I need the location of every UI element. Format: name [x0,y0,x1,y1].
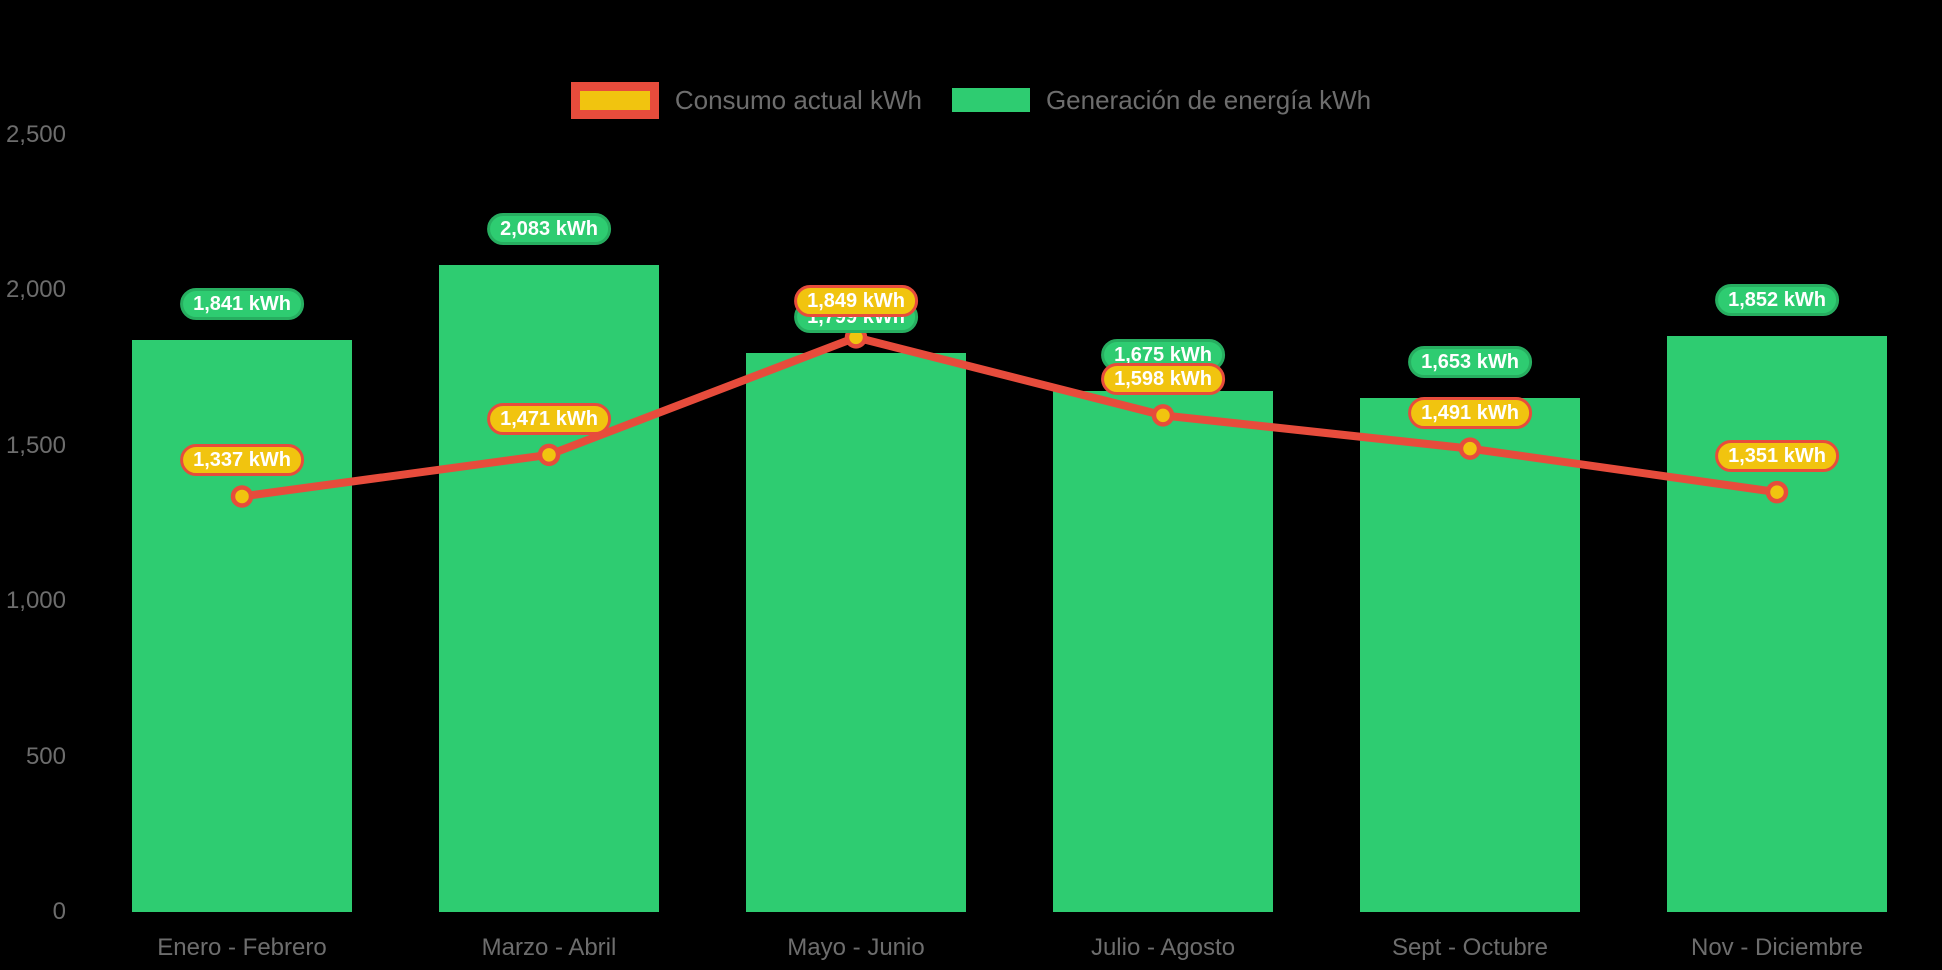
x-category-label: Marzo - Abril [481,934,617,961]
legend-label-consumo: Consumo actual kWh [674,84,922,115]
generation-bar[interactable] [1360,398,1580,912]
x-category-label: Nov - Diciembre [1690,934,1864,961]
x-category-label: Enero - Febrero [157,934,327,961]
x-category-label: Mayo - Junio [787,934,925,961]
generation-bar[interactable] [1053,391,1273,912]
y-tick-label: 1,000 [5,587,66,615]
consumo-swatch-icon [570,81,659,119]
generation-value-label: 1,852 kWh [1715,284,1839,317]
legend: Consumo actual kWh Generación de energía… [0,80,1942,120]
consumption-value-label: 1,337 kWh [180,444,304,477]
legend-item-generacion[interactable]: Generación de energía kWh [951,84,1372,116]
consumption-point[interactable] [230,485,254,508]
legend-item-consumo[interactable]: Consumo actual kWh [570,81,922,119]
x-category-label: Julio - Agosto [1090,934,1236,961]
consumption-point[interactable] [1151,404,1175,427]
legend-label-generacion: Generación de energía kWh [1045,84,1372,115]
consumption-value-label: 1,491 kWh [1408,396,1532,429]
generation-value-label: 1,653 kWh [1408,346,1532,379]
y-tick-label: 2,500 [5,121,66,148]
y-tick-label: 2,000 [5,276,66,304]
generation-bar[interactable] [132,339,352,912]
consumption-value-label: 1,598 kWh [1101,363,1225,396]
y-tick-label: 500 [25,742,66,770]
consumption-value-label: 1,849 kWh [794,285,918,318]
generation-bar[interactable] [439,264,659,912]
x-category-label: Sept - Octubre [1391,934,1549,961]
generation-value-label: 1,841 kWh [180,287,304,320]
consumption-point[interactable] [1765,480,1789,504]
generation-bar[interactable] [1667,336,1887,912]
consumption-point[interactable] [1458,437,1482,460]
consumption-value-label: 1,351 kWh [1715,440,1839,473]
y-tick-label: 1,500 [5,431,66,459]
generacion-swatch-icon [951,88,1030,112]
generation-bar[interactable] [746,352,966,912]
consumption-point[interactable] [537,443,561,467]
consumption-value-label: 1,471 kWh [487,402,611,435]
generation-value-label: 2,083 kWh [487,212,611,245]
y-tick-label: 0 [52,898,66,925]
